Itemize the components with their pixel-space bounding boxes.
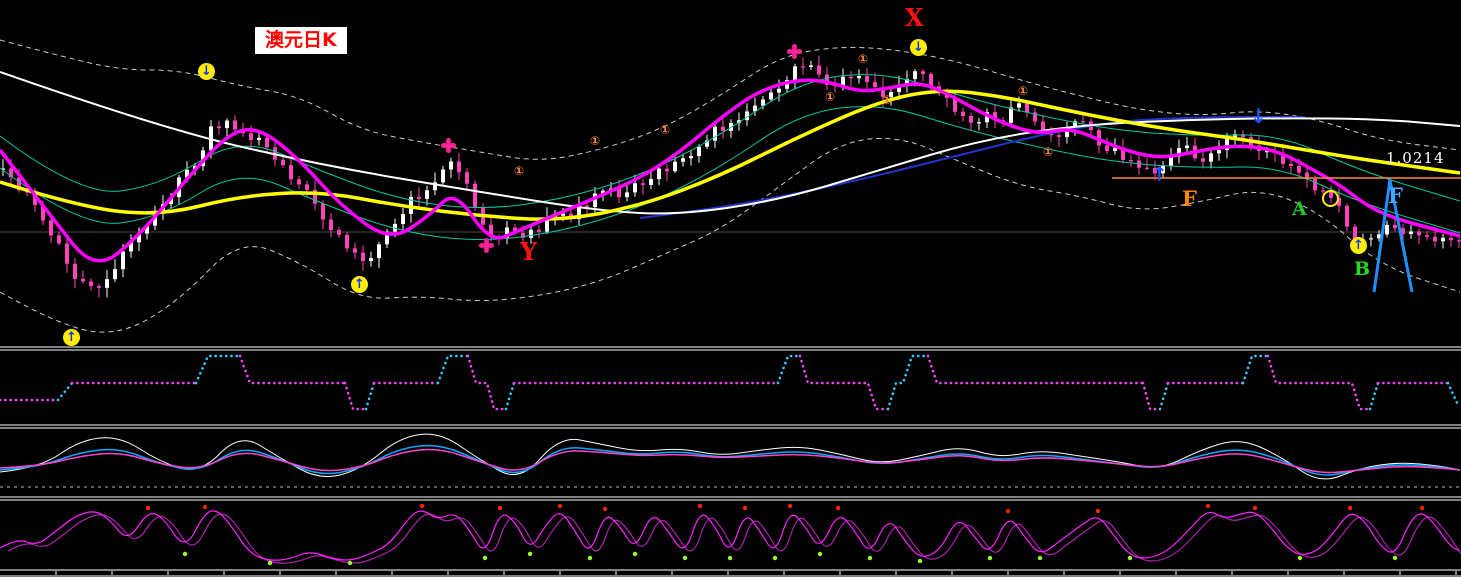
panel-separators [0, 346, 1461, 577]
envelope-bands [0, 39, 1461, 333]
moving-average-lines [0, 71, 1461, 263]
price-level-label: 1.0214 [1386, 149, 1445, 167]
subpanel2-oscillator [0, 433, 1461, 488]
time-axis-ticks [55, 571, 1457, 575]
teal-band-lines [0, 74, 1461, 240]
subpanel1-dotted-step [0, 354, 1460, 411]
instrument-title-label: 澳元日K [255, 27, 347, 54]
subpanel3-oscillator [0, 503, 1461, 566]
candlestick-series [1, 55, 1461, 298]
blue-caret-mark [1372, 178, 1414, 293]
